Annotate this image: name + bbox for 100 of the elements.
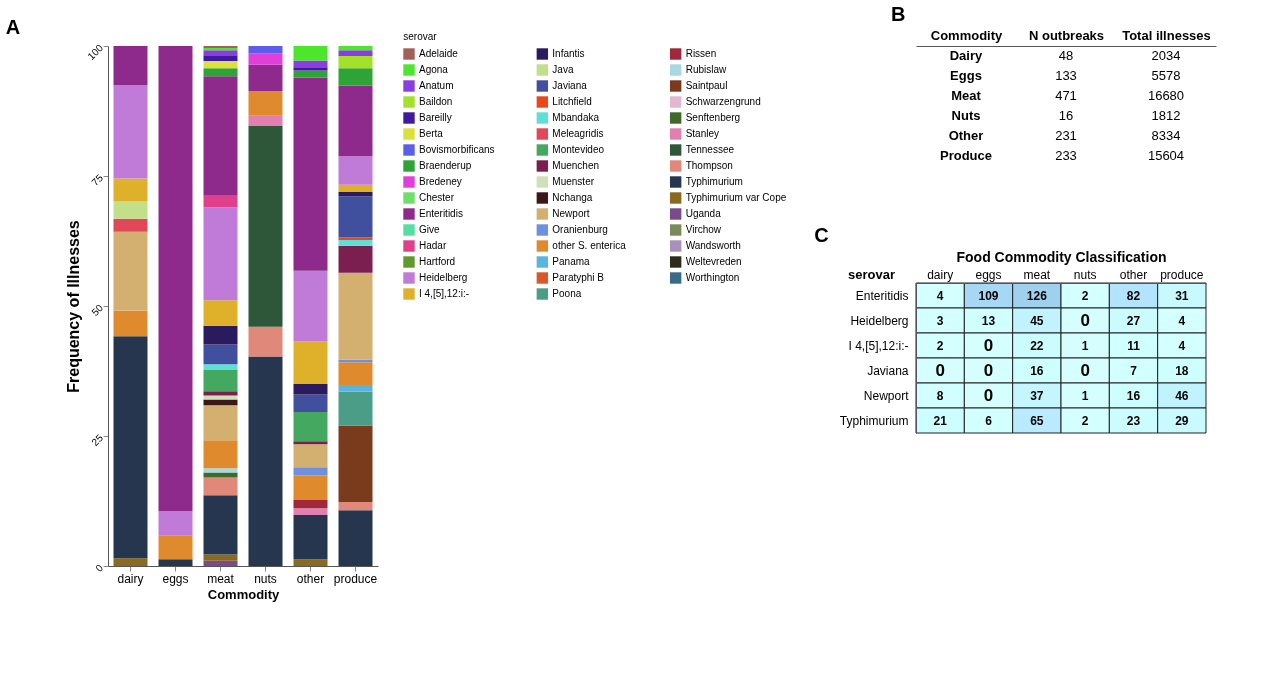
data-label: 126 [1026, 288, 1048, 303]
bar [203, 68, 238, 77]
data-label: 2034 [1151, 48, 1181, 63]
bar [293, 559, 328, 566]
bar [248, 125, 283, 327]
text: B [891, 3, 906, 25]
data-label: 2 [1081, 413, 1089, 428]
bar [338, 502, 373, 511]
legend-label: Typhimurium var Cope [685, 192, 787, 203]
data-label: 13 [981, 313, 996, 328]
data-label: 5578 [1151, 68, 1181, 83]
legend-label: Bareilly [419, 112, 452, 123]
bar [338, 510, 373, 566]
bar [113, 218, 148, 232]
bar [293, 467, 328, 476]
category-label: Eggs [950, 68, 982, 83]
legend-label: Paratyphi B [552, 272, 605, 283]
text: Total illnesses [1122, 27, 1211, 43]
bar [293, 441, 328, 445]
data-label: 82 [1126, 288, 1141, 303]
bar [338, 237, 373, 240]
bar [338, 55, 373, 69]
bar [158, 559, 193, 566]
category-label: Other [948, 128, 984, 143]
data-label: 23 [1126, 413, 1141, 428]
bar [113, 85, 148, 179]
bar [203, 477, 238, 496]
x-tick-label: meat [207, 571, 235, 586]
legend-label: Poona [552, 288, 582, 299]
legend-label: Hadar [419, 240, 447, 251]
bar [293, 67, 328, 71]
x-tick-label: meat [1023, 267, 1051, 282]
y-tick-label: 50 [89, 301, 106, 318]
bar [293, 384, 328, 395]
bar [248, 53, 283, 65]
legend-label: Panama [552, 256, 591, 267]
data-label: 16 [1030, 363, 1044, 378]
data-label: 4 [936, 288, 944, 303]
bar [113, 46, 148, 85]
data-label: 22 [1030, 338, 1044, 353]
data-label: 8334 [1151, 128, 1181, 143]
legend-label: Litchfield [552, 96, 592, 107]
data-label: 37 [1030, 388, 1044, 403]
legend-label: Bovismorbificans [419, 144, 495, 155]
data-label: 31 [1175, 288, 1189, 303]
legend-label: Give [419, 224, 440, 235]
data-label: 16 [1126, 388, 1141, 403]
bar [203, 364, 238, 370]
x-tick-label: nuts [254, 571, 277, 586]
bar [203, 76, 238, 196]
bar [338, 362, 373, 386]
bar [158, 510, 193, 536]
legend-label: Virchow [685, 224, 722, 235]
data-label: 8 [936, 388, 944, 403]
bar [113, 310, 148, 337]
legend-label: Weltevreden [685, 256, 742, 267]
bar [203, 207, 238, 301]
bar [113, 231, 148, 311]
bar [293, 394, 328, 413]
data-label: 1 [1081, 338, 1089, 353]
legend-label: Senftenberg [685, 112, 741, 123]
legend-label: Agona [419, 64, 449, 75]
legend-label: Javiana [552, 80, 588, 91]
chart-title: A [5, 16, 21, 39]
bar [203, 369, 238, 392]
bar [248, 64, 283, 92]
bar [338, 156, 373, 185]
bar [338, 385, 373, 392]
legend-label: Rissen [685, 48, 717, 59]
bar [203, 300, 238, 326]
category-label: Dairy [949, 48, 984, 63]
x-axis-title: Commodity [207, 586, 281, 602]
data-label: 109 [978, 288, 999, 303]
legend-label: Baildon [419, 96, 453, 107]
legend-label: Thompson [685, 160, 733, 171]
bar [293, 46, 328, 61]
data-label: 0 [1080, 360, 1090, 380]
category-label: Meat [951, 88, 982, 103]
data-label: 0 [983, 335, 994, 355]
legend-label: Bredeney [419, 176, 462, 187]
bar [338, 50, 373, 56]
bar [248, 46, 283, 54]
bar [293, 70, 328, 78]
y-tick-label: 0 [93, 561, 106, 574]
category-label: Produce [939, 148, 993, 163]
bar [203, 560, 238, 566]
legend-label: Muenchen [552, 160, 600, 171]
chart-title: C [814, 224, 829, 246]
x-tick-label: other [1119, 267, 1148, 282]
bar [203, 55, 238, 62]
bar [338, 85, 373, 157]
legend-label: Typhimurium [685, 176, 743, 187]
bar [293, 475, 328, 500]
legend-label: Newport [552, 208, 590, 219]
bar [203, 391, 238, 396]
data-label: 29 [1175, 413, 1189, 428]
data-label: 3 [936, 313, 944, 328]
bar [203, 440, 238, 469]
y-tick-label: Heidelberg [850, 313, 909, 328]
bar [293, 515, 328, 560]
